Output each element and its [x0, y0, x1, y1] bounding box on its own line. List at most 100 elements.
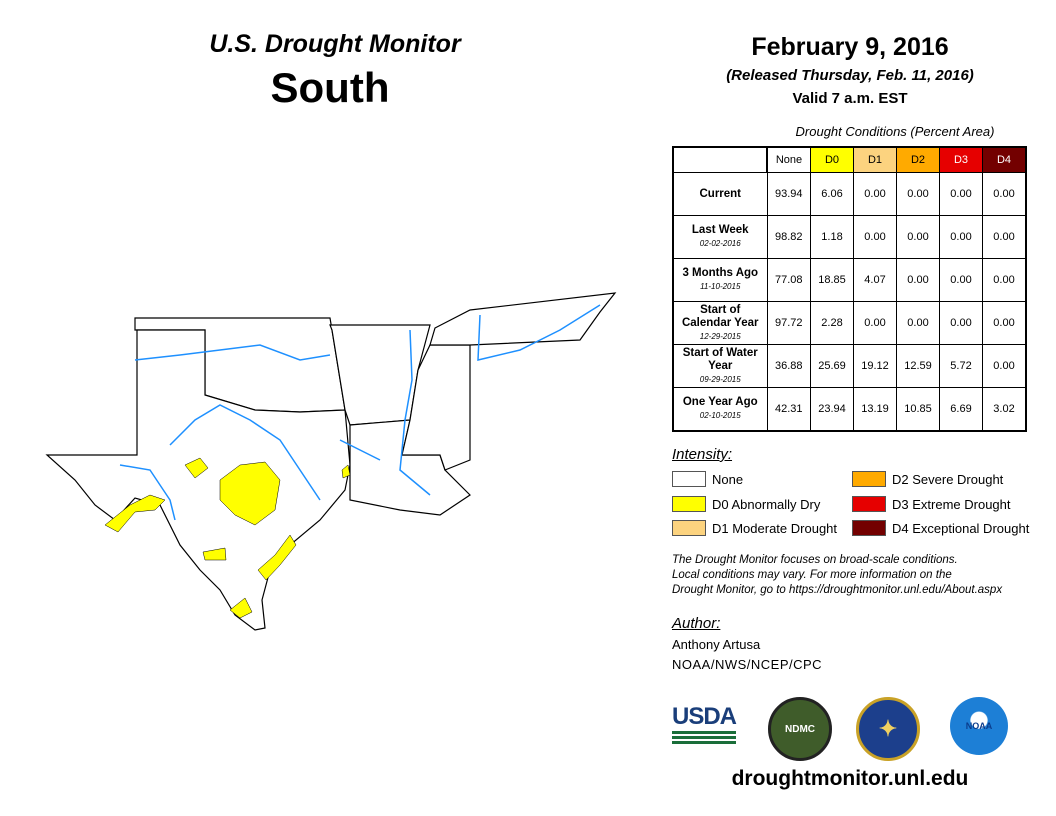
row-label-text: Start of Calendar Year — [681, 303, 759, 329]
table-cell: 6.69 — [939, 387, 983, 432]
table-row: One Year Ago 02-10-2015 42.31 23.94 13.19 10.… — [672, 387, 1027, 432]
table-cell: 12.59 — [896, 344, 940, 388]
legend-label: None — [712, 471, 744, 487]
row-label: Start of Water Year 09-29-2015 — [672, 344, 768, 388]
rivers — [119, 304, 601, 521]
row-label-text: One Year Ago — [682, 396, 758, 408]
col-none: None — [766, 146, 811, 173]
row-label-text: Current — [699, 187, 742, 200]
col-d1: D1 — [853, 146, 897, 173]
table-row: 3 Months Ago 11-10-2015 77.08 18.85 4.07 0.00… — [672, 258, 1027, 302]
table-cell: 0.00 — [982, 344, 1027, 388]
row-label-text: Last Week — [691, 224, 749, 236]
table-cell: 0.00 — [896, 215, 940, 259]
row-label: One Year Ago 02-10-2015 — [672, 387, 768, 432]
table-cell: 5.72 — [939, 344, 983, 388]
author-title: Author: — [672, 615, 721, 632]
state-mississippi — [401, 344, 471, 471]
table-cell: 36.88 — [766, 344, 811, 388]
row-label: 3 Months Ago 11-10-2015 — [672, 258, 768, 302]
table-cell: 93.94 — [766, 172, 811, 216]
table-cell: 0.00 — [939, 301, 983, 345]
note-line: Local conditions may vary. For more info… — [672, 569, 952, 581]
table-cell: 0.00 — [982, 258, 1027, 302]
row-label-text: 3 Months Ago — [682, 267, 759, 279]
conditions-table: None D0 D1 D2 D3 D4 Current 93.94 6.06 0.00… — [672, 146, 1027, 432]
release-date: (Released Thursday, Feb. 11, 2016) — [726, 67, 974, 84]
table-row: Current 93.94 6.06 0.00 0.00 0.00 0.00 — [672, 172, 1027, 216]
author-org: NOAA/NWS/NCEP/CPC — [672, 657, 823, 672]
legend-swatch — [852, 471, 886, 487]
legend-label: D1 Moderate Drought — [712, 520, 838, 536]
disclaimer-note: The Drought Monitor focuses on broad-sca… — [672, 553, 1052, 598]
legend-item: D1 Moderate Drought — [672, 520, 837, 536]
table-cell: 25.69 — [810, 344, 854, 388]
legend-swatch — [672, 496, 706, 512]
table-cell: 77.08 — [766, 258, 811, 302]
legend-title: Intensity: — [672, 446, 733, 463]
table-cell: 6.06 — [810, 172, 854, 216]
table-cell: 0.00 — [939, 172, 983, 216]
table-cell: 0.00 — [982, 215, 1027, 259]
table-header-row: None D0 D1 D2 D3 D4 — [673, 146, 1027, 173]
legend-label: D4 Exceptional Drought — [892, 520, 1030, 536]
subtitle: U.S. Drought Monitor — [209, 30, 461, 58]
table-caption: Drought Conditions (Percent Area) — [795, 124, 995, 139]
table-cell: 42.31 — [766, 387, 811, 432]
table-cell: 0.00 — [853, 215, 897, 259]
table-cell: 18.85 — [810, 258, 854, 302]
usda-logo-text: USDA — [672, 703, 737, 730]
noaa-logo: NOAA — [950, 697, 1008, 755]
legend-item: D2 Severe Drought — [852, 471, 1003, 487]
table-cell: 23.94 — [810, 387, 854, 432]
table-cell: 0.00 — [982, 301, 1027, 345]
noaa-logo-text: NOAA — [965, 721, 993, 731]
legend-item: D3 Extreme Drought — [852, 496, 1011, 512]
table-row: Last Week 02-02-2016 98.82 1.18 0.00 0.00 0.00… — [672, 215, 1027, 259]
table-cell: 0.00 — [853, 301, 897, 345]
row-date: 02-10-2015 — [699, 411, 741, 420]
table-cell: 4.07 — [853, 258, 897, 302]
website-url[interactable]: droughtmonitor.unl.edu — [731, 767, 969, 790]
row-label: Current — [672, 172, 768, 216]
table-cell: 0.00 — [939, 215, 983, 259]
col-d4: D4 — [982, 146, 1027, 173]
legend-swatch — [852, 496, 886, 512]
author-name: Anthony Artusa — [672, 637, 761, 652]
legend-item: None — [672, 471, 743, 487]
table-cell: 97.72 — [766, 301, 811, 345]
table-cell: 1.18 — [810, 215, 854, 259]
legend-label: D0 Abnormally Dry — [712, 496, 821, 512]
legend-item: D0 Abnormally Dry — [672, 496, 820, 512]
table-cell: 13.19 — [853, 387, 897, 432]
legend-item: D4 Exceptional Drought — [852, 520, 1029, 536]
row-date: 12-29-2015 — [699, 331, 741, 341]
table-cell: 0.00 — [982, 172, 1027, 216]
eagle-icon: ✦ — [878, 716, 898, 741]
table-cell: 2.28 — [810, 301, 854, 345]
legend-swatch — [852, 520, 886, 536]
table-cell: 3.02 — [982, 387, 1027, 432]
row-label-text: Start of Water Year — [682, 346, 758, 372]
legend-swatch — [672, 471, 706, 487]
table-cell: 0.00 — [896, 258, 940, 302]
table-cell: 0.00 — [853, 172, 897, 216]
row-date: 11-10-2015 — [700, 282, 741, 291]
map-date: February 9, 2016 — [751, 33, 949, 61]
table-cell: 0.00 — [896, 172, 940, 216]
table-row: Start of Calendar Year 12-29-2015 97.72 2.2… — [672, 301, 1027, 345]
row-date: 02-02-2016 — [699, 239, 741, 248]
row-date: 09-29-2015 — [699, 374, 741, 384]
table-cell: 19.12 — [853, 344, 897, 388]
table-cell: 10.85 — [896, 387, 940, 432]
table-cell: 0.00 — [896, 301, 940, 345]
note-line: Drought Monitor, go to https://droughtmo… — [672, 584, 1003, 596]
row-label: Start of Calendar Year 12-29-2015 — [672, 301, 768, 345]
table-cell: 98.82 — [766, 215, 811, 259]
d0-areas — [104, 457, 351, 619]
state-texas — [45, 329, 351, 631]
col-d2: D2 — [896, 146, 940, 173]
drought-map — [45, 292, 617, 631]
legend-label: D2 Severe Drought — [892, 471, 1004, 487]
